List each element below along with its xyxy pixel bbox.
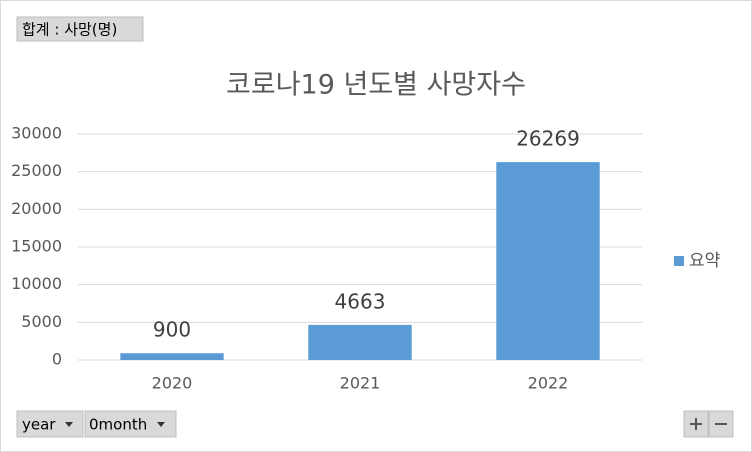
filter-button-label: 0month: [89, 416, 147, 434]
dropdown-arrow: [65, 422, 73, 427]
bar: [120, 353, 224, 360]
bar: [308, 324, 412, 360]
y-tick-label: 0: [52, 350, 62, 369]
y-tick-label: 15000: [11, 237, 62, 256]
dropdown-arrow: [157, 422, 165, 427]
filter-button-label: year: [22, 416, 56, 434]
y-tick-label: 30000: [11, 124, 62, 143]
data-label: 900: [153, 318, 191, 342]
y-tick-label: 5000: [21, 312, 62, 331]
data-label: 4663: [335, 289, 386, 313]
legend-label: 요약: [689, 251, 720, 271]
bar: [496, 162, 600, 360]
field-button[interactable]: [16, 16, 144, 42]
plus-icon: [690, 418, 702, 430]
y-tick-label: 25000: [11, 161, 62, 180]
legend-swatch: [674, 256, 684, 266]
y-tick-label: 20000: [11, 199, 62, 218]
field-button-label: 합계 : 사망(명): [22, 21, 117, 39]
chart-title: 코로나19 년도별 사망자수: [226, 70, 526, 101]
x-tick-label: 2020: [152, 374, 193, 393]
y-tick-label: 10000: [11, 274, 62, 293]
data-label: 26269: [516, 127, 580, 151]
x-tick-label: 2022: [528, 374, 569, 393]
x-tick-label: 2021: [340, 374, 381, 393]
filter-button[interactable]: [16, 410, 84, 438]
